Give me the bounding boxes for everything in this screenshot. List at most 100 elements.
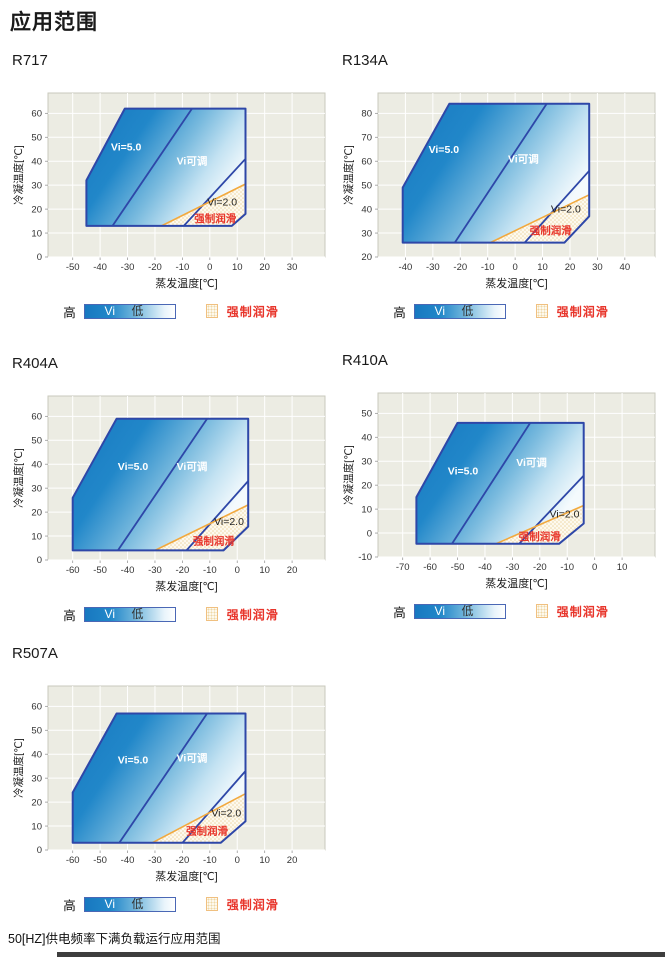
label-vi-adjustable: Vi可调 bbox=[177, 155, 208, 168]
x-tick-label: -50 bbox=[451, 562, 465, 573]
label-forced-lubrication: 强制润滑 bbox=[530, 224, 572, 237]
label-vi-adjustable: Vi可调 bbox=[508, 152, 539, 165]
y-tick-label: 10 bbox=[31, 228, 42, 239]
legend-vi-label: Vi bbox=[104, 606, 115, 621]
x-tick-label: 20 bbox=[287, 855, 298, 866]
label-vi-adjustable: Vi可调 bbox=[177, 460, 208, 473]
x-tick-label: -30 bbox=[426, 262, 440, 273]
y-axis-title: 冷凝温度[℃] bbox=[342, 145, 355, 205]
vi-operating-region bbox=[72, 713, 246, 843]
vi2-boundary-line bbox=[185, 480, 249, 551]
y-tick-label: 60 bbox=[31, 702, 42, 713]
vi5-boundary-line bbox=[451, 422, 531, 545]
x-tick-label: -10 bbox=[203, 565, 217, 576]
region-outline bbox=[85, 107, 247, 227]
legend-vi-label: Vi bbox=[434, 603, 445, 618]
vi-operating-region bbox=[416, 422, 584, 544]
x-tick-label: -70 bbox=[396, 562, 410, 573]
legend-vi-label: Vi bbox=[104, 896, 115, 911]
legend-low-label: 低 bbox=[131, 896, 144, 911]
label-vi-adjustable: Vi可调 bbox=[516, 456, 547, 469]
vi5-boundary-line bbox=[117, 418, 208, 551]
y-axis-title: 冷凝温度[℃] bbox=[12, 145, 25, 205]
vi-operating-region bbox=[86, 108, 246, 226]
x-tick-label: -50 bbox=[93, 855, 107, 866]
label-vi2: Vi=2.0 bbox=[214, 516, 244, 528]
x-tick-label: -50 bbox=[66, 262, 80, 273]
x-axis-title: 蒸发温度[℃] bbox=[155, 276, 217, 290]
x-tick-label: -60 bbox=[66, 565, 80, 576]
x-tick-label: -20 bbox=[453, 262, 467, 273]
x-tick-label: -60 bbox=[66, 855, 80, 866]
x-tick-label: -40 bbox=[121, 565, 135, 576]
legend-forced-lubrication-label: 强制润滑 bbox=[226, 607, 279, 622]
vi2-boundary-line bbox=[183, 158, 247, 227]
x-tick-label: -10 bbox=[481, 262, 495, 273]
legend-forced-lubrication-swatch bbox=[205, 304, 218, 318]
forced-lubrication-region bbox=[495, 505, 584, 544]
y-tick-label: 40 bbox=[361, 204, 372, 215]
label-forced-lubrication: 强制润滑 bbox=[194, 212, 236, 225]
x-tick-label: 20 bbox=[259, 262, 270, 273]
legend-forced-lubrication-swatch bbox=[535, 304, 548, 318]
y-tick-label: 20 bbox=[361, 480, 372, 491]
legend-forced-lubrication-swatch bbox=[205, 897, 218, 911]
label-vi2: Vi=2.0 bbox=[211, 807, 241, 819]
x-tick-label: 20 bbox=[287, 565, 298, 576]
y-tick-label: 30 bbox=[361, 456, 372, 467]
y-tick-label: 10 bbox=[31, 821, 42, 832]
x-tick-label: -50 bbox=[93, 565, 107, 576]
label-vi5: Vi=5.0 bbox=[118, 461, 149, 473]
legend-low-label: 低 bbox=[131, 606, 144, 621]
x-tick-label: -30 bbox=[148, 855, 162, 866]
x-tick-label: -20 bbox=[176, 565, 190, 576]
y-tick-label: 30 bbox=[31, 180, 42, 191]
y-tick-label: 50 bbox=[31, 435, 42, 446]
legend-high-label: 高 bbox=[63, 305, 76, 320]
y-tick-label: 40 bbox=[361, 432, 372, 443]
label-vi2: Vi=2.0 bbox=[550, 508, 580, 520]
legend-forced-lubrication-swatch bbox=[205, 607, 218, 621]
x-tick-label: -40 bbox=[399, 262, 413, 273]
legend-vi-gradient-bar: Vi 低 bbox=[83, 606, 176, 622]
y-tick-label: 0 bbox=[37, 845, 42, 856]
label-vi2: Vi=2.0 bbox=[207, 196, 237, 208]
label-vi5: Vi=5.0 bbox=[111, 141, 142, 153]
vi5-boundary-line bbox=[111, 108, 193, 227]
y-tick-label: 50 bbox=[31, 725, 42, 736]
legend-low-label: 低 bbox=[461, 603, 474, 618]
label-vi-adjustable: Vi可调 bbox=[177, 751, 208, 764]
label-vi5: Vi=5.0 bbox=[448, 465, 479, 477]
vi5-boundary-line bbox=[454, 103, 548, 244]
y-tick-label: 20 bbox=[31, 507, 42, 518]
chart-r404a: -60 -50 -40 -30 -20 -10 0 10 20 0 10 20 30 40 50 60 Vi=5… bbox=[12, 395, 326, 593]
x-tick-label: 10 bbox=[537, 262, 548, 273]
cutoff-dark-bar bbox=[57, 952, 665, 957]
label-forced-lubrication: 强制润滑 bbox=[186, 824, 228, 837]
x-tick-label: -10 bbox=[176, 262, 190, 273]
page-title: 应用范围 bbox=[10, 11, 98, 34]
x-tick-label: -30 bbox=[121, 262, 135, 273]
legend-low-label: 低 bbox=[461, 303, 474, 318]
x-tick-label: -20 bbox=[176, 855, 190, 866]
y-tick-label: 20 bbox=[31, 797, 42, 808]
y-tick-label: 30 bbox=[31, 773, 42, 784]
legend-forced-lubrication-swatch bbox=[535, 604, 548, 618]
legend-high-label: 高 bbox=[393, 305, 406, 320]
chart-title-r717: R717 bbox=[12, 52, 48, 69]
label-vi2: Vi=2.0 bbox=[551, 204, 581, 216]
legend-high-label: 高 bbox=[393, 605, 406, 620]
y-tick-label: 0 bbox=[37, 252, 42, 263]
x-tick-label: 0 bbox=[512, 262, 517, 273]
label-forced-lubrication: 强制润滑 bbox=[193, 534, 235, 547]
x-tick-label: 0 bbox=[207, 262, 212, 273]
x-tick-label: -10 bbox=[560, 562, 574, 573]
chart-legend: 高 Vi 低 强制润滑 bbox=[10, 605, 332, 623]
x-tick-label: 40 bbox=[620, 262, 631, 273]
chart-title-r134a: R134A bbox=[342, 52, 388, 69]
y-axis-title: 冷凝温度[℃] bbox=[12, 448, 25, 508]
chart-title-r507a: R507A bbox=[12, 645, 58, 662]
chart-legend: 高 Vi 低 强制润滑 bbox=[340, 302, 662, 320]
legend-vi-label: Vi bbox=[104, 303, 115, 318]
vi-operating-region bbox=[402, 103, 590, 243]
